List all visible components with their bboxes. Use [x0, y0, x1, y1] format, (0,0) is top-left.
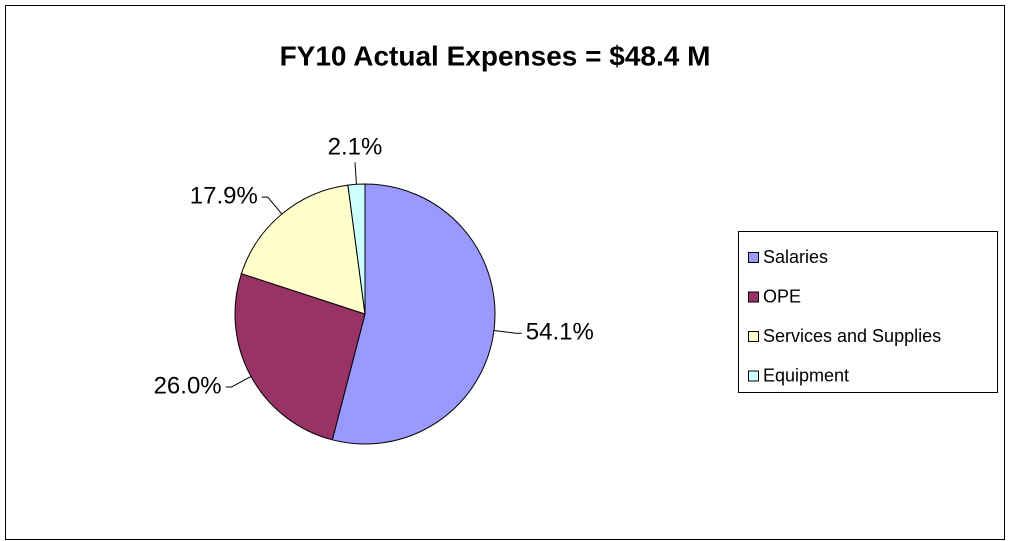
leader-line — [354, 162, 357, 185]
legend-label: Equipment — [763, 365, 849, 385]
legend-swatch — [748, 331, 759, 342]
pie-slice — [331, 183, 496, 445]
legend-swatch — [748, 252, 759, 263]
leader-line — [225, 375, 252, 388]
legend-label: Services and Supplies — [763, 326, 941, 346]
data-label: 26.0% — [154, 372, 222, 399]
pie-slice — [240, 184, 366, 315]
legend-swatch — [748, 291, 759, 303]
data-label: 54.1% — [526, 319, 594, 346]
data-label: 17.9% — [190, 182, 258, 209]
legend-label: OPE — [763, 286, 801, 306]
legend-box — [738, 231, 998, 393]
leader-line — [493, 329, 522, 334]
leader-line — [261, 196, 283, 215]
legend-label: Salaries — [763, 247, 828, 267]
data-label: 2.1% — [328, 134, 383, 161]
pie-slice — [234, 273, 366, 441]
pie-slice — [347, 183, 366, 315]
legend-swatch — [748, 370, 759, 382]
chart-title: FY10 Actual Expenses = $48.4 M — [280, 40, 711, 71]
